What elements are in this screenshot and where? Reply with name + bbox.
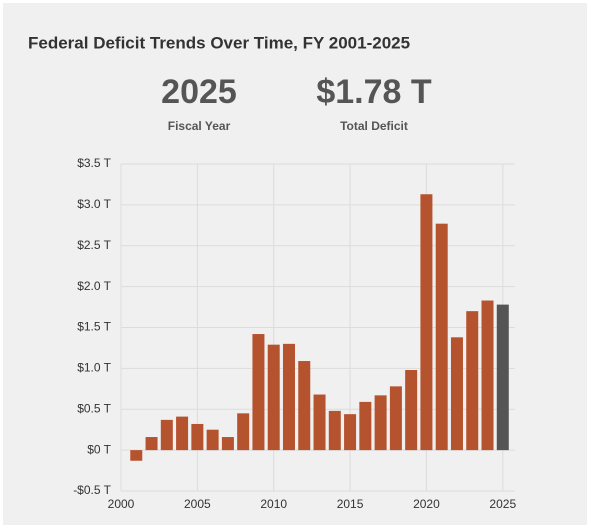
x-tick-label: 2010 — [260, 497, 287, 511]
bar — [405, 370, 418, 451]
bar — [466, 311, 479, 451]
x-tick-label: 2015 — [337, 497, 364, 511]
kpi-label: Fiscal Year — [168, 119, 231, 133]
bar — [191, 423, 204, 451]
bar — [328, 410, 341, 451]
y-tick-label: $1.5 T — [77, 320, 111, 334]
x-tick-label: 2025 — [489, 497, 516, 511]
bar — [221, 437, 234, 451]
y-tick-label: $3.5 T — [77, 156, 111, 170]
kpi-value: 2025 — [161, 73, 237, 111]
bar — [389, 386, 402, 451]
y-tick-label: $2.0 T — [77, 279, 111, 293]
bar — [344, 414, 357, 451]
kpi-label: Total Deficit — [340, 119, 408, 133]
y-tick-label: $0.5 T — [77, 401, 111, 415]
y-tick-label: $1.0 T — [77, 361, 111, 375]
y-tick-label: $2.5 T — [77, 238, 111, 252]
kpi-value: $1.78 T — [316, 73, 432, 111]
bar — [160, 419, 173, 451]
bar — [435, 223, 448, 451]
bar — [206, 429, 219, 451]
bar — [313, 394, 326, 451]
bar — [298, 361, 311, 451]
bar — [450, 337, 463, 451]
bar — [252, 334, 265, 451]
bar — [282, 343, 295, 451]
y-tick-label: $0 T — [87, 442, 111, 456]
chart-title: Federal Deficit Trends Over Time, FY 200… — [28, 33, 410, 52]
bar — [145, 437, 158, 451]
bar — [237, 413, 250, 451]
x-tick-label: 2020 — [413, 497, 440, 511]
y-tick-label: $3.0 T — [77, 197, 111, 211]
bar — [496, 304, 509, 451]
bar — [374, 395, 387, 451]
bar — [420, 194, 433, 451]
x-tick-label: 2005 — [184, 497, 211, 511]
bar — [267, 344, 280, 451]
bar — [481, 300, 494, 451]
y-tick-label: -$0.5 T — [73, 483, 111, 497]
x-tick-label: 2000 — [108, 497, 135, 511]
bar — [359, 401, 372, 451]
bar — [176, 416, 189, 451]
bar — [130, 450, 143, 461]
